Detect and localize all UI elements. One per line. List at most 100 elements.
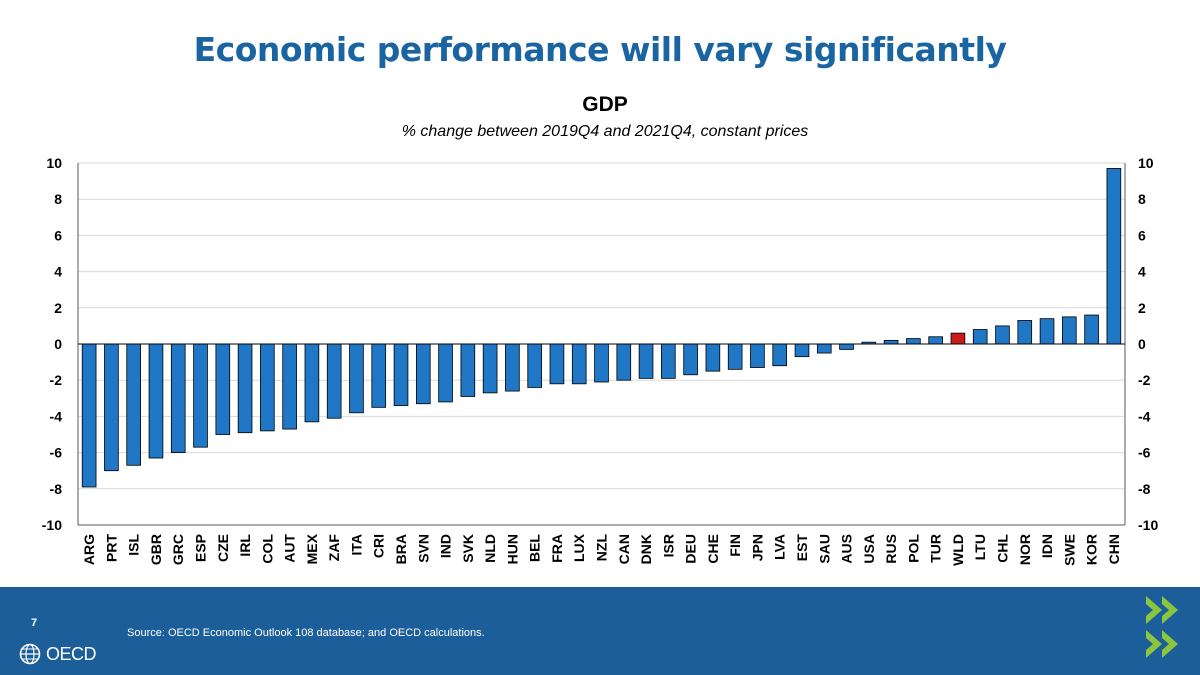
source-note: Source: OECD Economic Outlook 108 databa…: [127, 627, 485, 639]
x-tick-label: MEX: [304, 533, 320, 564]
x-tick-label: GBR: [148, 534, 164, 565]
x-tick-label: IND: [438, 534, 454, 558]
bar-swe: [1062, 316, 1077, 345]
y-tick-label-right: -8: [1138, 481, 1151, 497]
bar-rus: [883, 339, 899, 345]
x-tick-label: NOR: [1017, 534, 1033, 565]
y-tick-label-right: -4: [1138, 408, 1151, 424]
x-tick-label: TUR: [928, 534, 944, 563]
bar-ita: [349, 343, 364, 414]
bar-pol: [906, 338, 921, 345]
x-tick-label: CHL: [994, 534, 1010, 563]
slide-title: Economic performance will vary significa…: [193, 30, 1007, 69]
x-tick-label: SAU: [816, 534, 832, 564]
bar-fra: [549, 343, 565, 385]
y-tick-label-left: -4: [50, 408, 63, 424]
bar-svn: [415, 343, 431, 405]
x-tick-label: WLD: [950, 534, 966, 566]
bar-isr: [661, 343, 676, 379]
y-tick-label-right: 4: [1138, 264, 1146, 280]
bar-can: [616, 343, 632, 381]
x-tick-label: AUS: [839, 534, 855, 564]
y-tick-label-right: 2: [1138, 300, 1146, 316]
x-tick-label: LUX: [571, 533, 587, 562]
bar-bra: [393, 343, 409, 406]
y-tick-label-left: 10: [46, 155, 62, 171]
x-tick-label: LTU: [972, 534, 988, 560]
y-tick-label-left: -6: [50, 445, 63, 461]
x-tick-label: AUT: [282, 534, 298, 563]
bar-bel: [527, 343, 542, 388]
bar-jpn: [750, 343, 765, 368]
y-tick-label-right: 0: [1138, 336, 1146, 352]
bar-est: [794, 343, 810, 358]
x-tick-label: CZE: [215, 534, 231, 562]
x-tick-label: EST: [794, 534, 810, 562]
bar-lva: [772, 343, 788, 367]
bar-aut: [282, 343, 297, 430]
x-tick-label: SVN: [415, 534, 431, 563]
y-tick-label-right: 8: [1138, 191, 1146, 207]
bar-grc: [170, 343, 186, 453]
bar-col: [260, 343, 275, 432]
x-tick-label: NLD: [482, 534, 498, 563]
y-tick-label-right: 6: [1138, 227, 1146, 243]
x-tick-label: SVK: [460, 534, 476, 563]
bar-nor: [1017, 320, 1033, 345]
x-tick-label: NZL: [594, 534, 610, 562]
oecd-logo: OECD: [18, 643, 97, 665]
x-tick-label: CAN: [616, 534, 632, 564]
y-tick-label-right: 10: [1138, 155, 1154, 171]
y-tick-label-left: 4: [54, 264, 62, 280]
bar-chn: [1106, 168, 1122, 345]
x-tick-label: CHN: [1106, 534, 1122, 564]
y-tick-label-right: -2: [1138, 372, 1151, 388]
bar-idn: [1039, 318, 1055, 345]
x-tick-label: ARG: [81, 534, 97, 565]
chart-title: GDP: [582, 93, 628, 116]
y-tick-label-left: -8: [50, 481, 63, 497]
chevron-mark-icon: [1146, 596, 1178, 658]
bar-mex: [304, 343, 320, 423]
bar-ind: [438, 343, 453, 403]
y-tick-label-left: 0: [54, 336, 62, 352]
bar-hun: [505, 343, 520, 392]
bar-dnk: [638, 343, 654, 379]
bar-arg: [81, 343, 97, 488]
bar-deu: [683, 343, 698, 376]
y-tick-label-left: -10: [42, 517, 62, 533]
x-tick-label: BEL: [527, 534, 543, 562]
bar-nld: [482, 343, 498, 394]
oecd-logo-text: OECD: [46, 643, 97, 664]
y-tick-label-left: 8: [54, 191, 62, 207]
x-tick-label: CHE: [705, 534, 721, 564]
x-tick-label: DNK: [638, 534, 654, 564]
gdp-bar-chart: 10 10 8 8 6 6 4 4 2 2 0 0 -2 -2 -4 -4 -6 -6 -8 -8 -10 -10 ARG P…: [42, 155, 1159, 566]
x-tick-label: JPN: [749, 534, 765, 561]
x-tick-label: SWE: [1061, 534, 1077, 566]
bar-kor: [1084, 314, 1099, 345]
bar-cri: [371, 343, 387, 408]
x-tick-label: LVA: [772, 534, 788, 560]
y-tick-label-left: -2: [50, 372, 63, 388]
bar-svk: [460, 343, 476, 397]
bar-che: [705, 343, 721, 372]
bar-nzl: [594, 343, 609, 383]
globe-icon: [19, 643, 41, 665]
bar-cze: [215, 343, 231, 435]
x-tick-label: FIN: [727, 534, 743, 557]
x-tick-label: ITA: [348, 534, 364, 556]
x-tick-label: ZAF: [326, 534, 342, 562]
page-number: 7: [31, 617, 38, 629]
bar-chl: [995, 325, 1010, 345]
y-tick-label-left: 2: [54, 300, 62, 316]
bar-isl: [126, 343, 141, 466]
x-tick-label: COL: [259, 534, 275, 564]
x-tick-label: FRA: [549, 534, 565, 563]
bar-lux: [571, 343, 587, 385]
x-tick-label: USA: [861, 534, 877, 564]
x-tick-label: BRA: [393, 534, 409, 564]
x-tick-label: HUN: [504, 534, 520, 564]
x-tick-label: RUS: [883, 534, 899, 564]
x-tick-label: ESP: [193, 534, 209, 562]
